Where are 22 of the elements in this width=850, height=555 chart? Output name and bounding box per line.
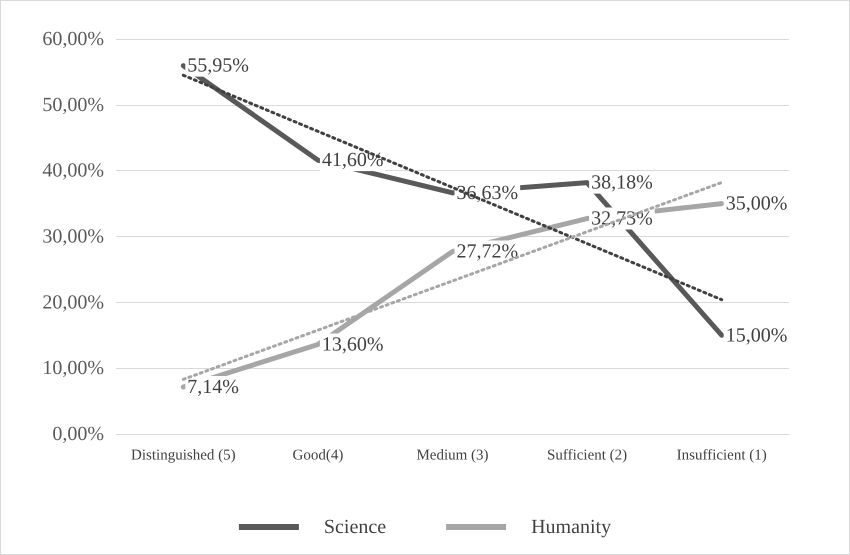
y-tick-label: 10,00% [42,357,104,380]
data-label: 35,00% [726,192,788,215]
data-label: 7,14% [187,376,239,398]
x-tick-label: Medium (3) [416,448,489,464]
y-tick-label: 50,00% [42,94,104,116]
legend-label: Science [324,516,386,538]
y-tick-label: 30,00% [42,226,104,248]
y-tick-label: 60,00% [42,28,104,50]
data-label: 38,18% [591,172,653,194]
y-tick-label: 20,00% [42,291,104,314]
data-label: 13,60% [322,333,384,356]
y-tick-label: 40,00% [42,160,104,182]
data-label: 27,72% [456,240,518,263]
data-label: 15,00% [726,324,788,346]
y-tick-label: 0,00% [52,423,104,445]
x-tick-label: Distinguished (5) [131,448,236,464]
x-tick-label: Sufficient (2) [547,448,628,464]
x-tick-label: Good(4) [292,448,344,464]
legend-label: Humanity [531,516,612,538]
data-label: 41,60% [322,149,384,172]
data-label: 55,95% [187,54,249,77]
x-tick-label: Insufficient (1) [676,448,767,464]
